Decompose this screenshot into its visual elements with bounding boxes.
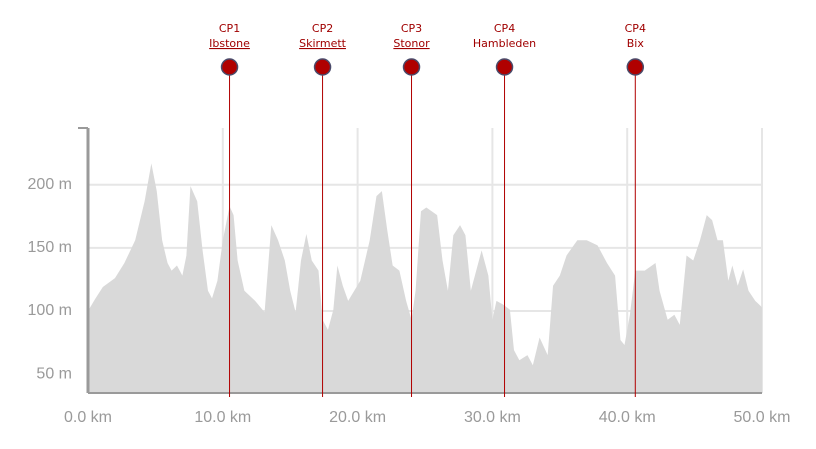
- checkpoint-marker: [313, 58, 332, 76]
- checkpoint-label: CP4: [494, 22, 515, 35]
- checkpoint-label: CP2: [312, 22, 333, 35]
- y-tick-label: 150 m: [28, 239, 72, 256]
- x-tick-label: 0.0 km: [64, 409, 112, 426]
- x-tick-label: 30.0 km: [464, 409, 521, 426]
- elevation-area: [88, 163, 762, 393]
- checkpoint-marker: [220, 58, 239, 76]
- checkpoint-name: Hambleden: [473, 37, 536, 50]
- checkpoint-marker: [402, 58, 421, 76]
- x-tick-label: 10.0 km: [194, 409, 251, 426]
- checkpoint-marker: [626, 58, 645, 76]
- checkpoint-marker: [495, 58, 514, 76]
- checkpoint-name: Stonor: [393, 37, 430, 50]
- checkpoint-name: Ibstone: [209, 37, 250, 50]
- x-tick-label: 20.0 km: [329, 409, 386, 426]
- checkpoint-name: Skirmett: [299, 37, 347, 50]
- y-tick-label: 50 m: [36, 365, 72, 382]
- checkpoint-name: Bix: [627, 37, 645, 50]
- checkpoint-label: CP3: [401, 22, 422, 35]
- y-tick-label: 200 m: [28, 176, 72, 193]
- checkpoint-label: CP1: [219, 22, 240, 35]
- y-tick-label: 100 m: [28, 302, 72, 319]
- x-tick-label: 40.0 km: [599, 409, 656, 426]
- checkpoint-label: CP4: [625, 22, 646, 35]
- x-tick-label: 50.0 km: [734, 409, 791, 426]
